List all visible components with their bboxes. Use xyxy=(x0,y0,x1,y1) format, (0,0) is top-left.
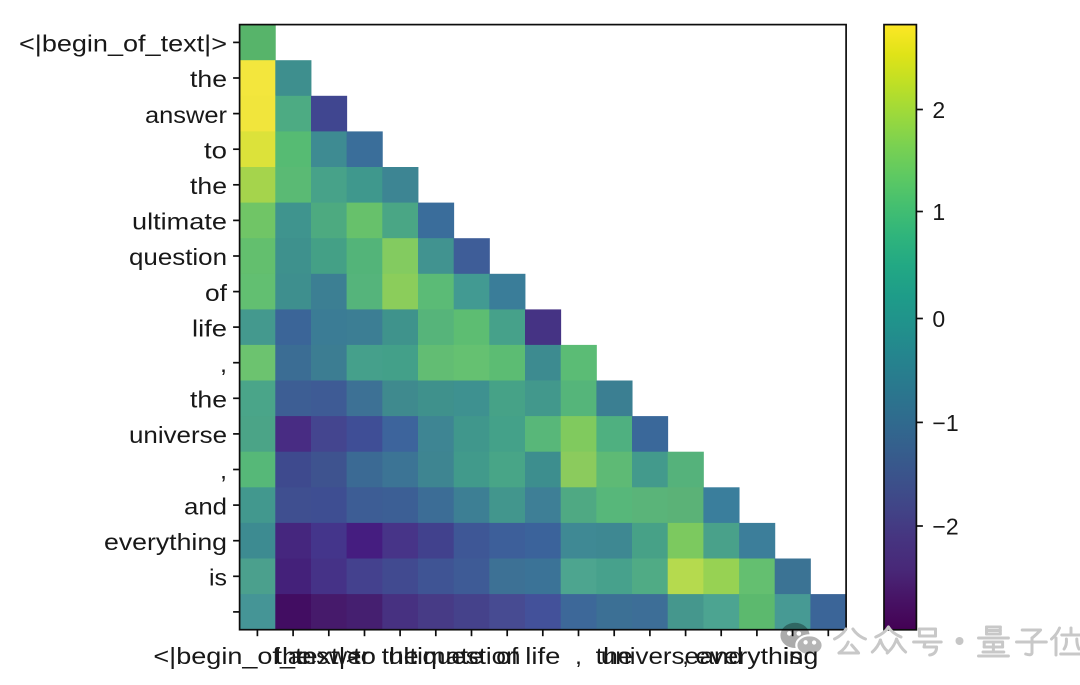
svg-text:−2: −2 xyxy=(932,514,958,540)
svg-text:and: and xyxy=(184,493,227,519)
svg-text:everything: everything xyxy=(104,529,227,555)
svg-text:,: , xyxy=(682,643,689,669)
svg-text:answer: answer xyxy=(288,643,370,669)
svg-text:of: of xyxy=(205,280,228,306)
svg-text:the: the xyxy=(596,643,633,669)
svg-text:answer: answer xyxy=(145,102,227,128)
svg-text:the: the xyxy=(275,643,312,669)
svg-text:question: question xyxy=(423,643,521,669)
svg-text:ultimate: ultimate xyxy=(132,209,227,235)
svg-text:−1: −1 xyxy=(932,410,958,436)
svg-text:is: is xyxy=(784,643,802,669)
svg-text:0: 0 xyxy=(932,306,945,332)
svg-text:ultimate: ultimate xyxy=(388,643,483,669)
svg-text:question: question xyxy=(129,244,227,270)
svg-text:1: 1 xyxy=(932,199,945,225)
svg-text:2: 2 xyxy=(932,97,945,123)
svg-text:to: to xyxy=(353,643,376,669)
svg-text:life: life xyxy=(525,643,560,669)
svg-text:<|begin_of_text|>: <|begin_of_text|> xyxy=(19,31,227,57)
svg-text:<|begin_of_text|>: <|begin_of_text|> xyxy=(153,643,361,669)
svg-text:universe: universe xyxy=(601,643,699,669)
svg-text:life: life xyxy=(192,315,227,341)
svg-text:,: , xyxy=(220,458,227,484)
svg-text:everything: everything xyxy=(695,643,818,669)
svg-text:the: the xyxy=(190,66,227,92)
svg-text:the: the xyxy=(190,173,227,199)
svg-text:the: the xyxy=(190,387,227,413)
svg-text:the: the xyxy=(382,643,419,669)
svg-text:is: is xyxy=(209,565,227,591)
svg-text:,: , xyxy=(575,643,582,669)
svg-text:,: , xyxy=(220,351,227,377)
svg-text:and: and xyxy=(700,643,743,669)
svg-text:of: of xyxy=(496,643,519,669)
svg-text:universe: universe xyxy=(129,422,227,448)
svg-text:to: to xyxy=(204,137,227,163)
